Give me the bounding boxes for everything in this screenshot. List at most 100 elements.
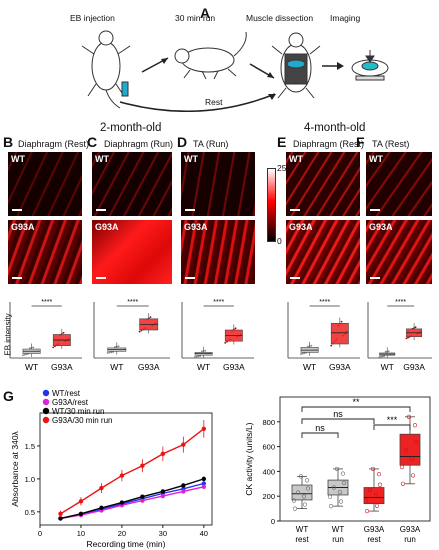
data-point xyxy=(291,498,297,503)
data-point xyxy=(310,344,313,347)
data-point xyxy=(414,326,417,329)
imaging-dish-icon xyxy=(351,50,389,81)
category-label: WT xyxy=(296,525,309,534)
data-point xyxy=(22,354,24,357)
x-tick-label: 10 xyxy=(77,529,85,538)
data-point xyxy=(381,355,384,358)
comparison-label: *** xyxy=(387,415,398,425)
micrograph-b-wt: WT xyxy=(8,152,82,216)
comparison-1: ns xyxy=(301,409,375,424)
category-sublabel: rest xyxy=(367,535,381,544)
category-label: G93A xyxy=(364,525,385,534)
micrograph-b-g93a: G93A xyxy=(8,220,82,284)
x-axis-label: Recording time (min) xyxy=(87,539,166,549)
data-point xyxy=(201,476,207,482)
panel-label-b: B xyxy=(3,134,14,150)
data-point xyxy=(99,505,104,511)
data-point xyxy=(331,485,337,490)
data-point xyxy=(181,489,186,494)
data-point xyxy=(305,486,311,491)
data-point xyxy=(399,464,405,470)
mouse-injection-icon xyxy=(81,30,131,109)
category-label: WT xyxy=(303,362,316,372)
significance-label: **** xyxy=(127,299,138,306)
category-label: G93A xyxy=(329,362,351,372)
data-point xyxy=(403,448,409,453)
boxplot-d: **** WT G93A xyxy=(181,299,254,372)
data-point xyxy=(380,355,382,358)
category-label: WT xyxy=(197,362,210,372)
data-point xyxy=(108,351,111,354)
data-point xyxy=(32,346,35,349)
category-label: WT xyxy=(332,525,345,534)
mouse-dissection-icon xyxy=(271,32,321,99)
data-point xyxy=(140,463,145,468)
data-point xyxy=(410,473,416,478)
data-point xyxy=(302,502,308,507)
colorbar-max-label: 255 xyxy=(277,163,292,173)
panel-title-e: Diaphragm (Rest) xyxy=(293,139,365,149)
legend-marker xyxy=(42,389,50,397)
data-point xyxy=(383,355,386,358)
rest-arrow-label: Rest xyxy=(205,97,223,107)
x-tick-label: 0 xyxy=(38,529,42,538)
y-tick-label: 600 xyxy=(262,443,275,452)
series-line xyxy=(60,478,205,520)
series-line xyxy=(60,482,204,520)
micrograph-c-g93a: G93A xyxy=(92,220,172,284)
data-point xyxy=(384,350,387,353)
series-g93a-30-min-run: G93A/30 min run xyxy=(42,416,207,518)
data-point xyxy=(160,489,166,494)
x-tick-label: 20 xyxy=(118,529,126,538)
data-point xyxy=(117,345,120,348)
data-point xyxy=(373,493,379,498)
data-point xyxy=(62,331,65,334)
data-point xyxy=(25,353,28,356)
data-point xyxy=(58,516,63,521)
box xyxy=(330,322,349,345)
data-point xyxy=(301,494,307,499)
micrograph-e-g93a: G93A xyxy=(286,220,360,284)
data-point xyxy=(201,426,207,432)
panel-label-g: G xyxy=(3,388,14,404)
legend-label: G93A/rest xyxy=(52,398,89,407)
panel-label-d: D xyxy=(177,134,188,150)
y-tick-label: 1.5 xyxy=(25,442,35,451)
y-axis-label: CK activity (units/L) xyxy=(244,422,254,495)
micrograph-e-wt: WT xyxy=(286,152,360,216)
y-tick-label: 400 xyxy=(262,467,275,476)
data-point xyxy=(106,352,109,354)
data-point xyxy=(334,466,340,472)
data-point xyxy=(195,355,198,358)
data-point xyxy=(99,485,104,491)
data-point xyxy=(328,504,334,509)
data-point xyxy=(201,481,207,486)
category-label: G93A xyxy=(403,362,425,372)
data-point xyxy=(376,472,382,477)
category-label: WT xyxy=(25,362,38,372)
data-point xyxy=(194,355,196,358)
comparison-label: ns xyxy=(315,423,325,433)
data-point xyxy=(330,344,333,347)
micrograph-f-wt: WT xyxy=(366,152,432,216)
data-point xyxy=(52,346,55,349)
data-point xyxy=(149,316,152,319)
panel-title-b: Diaphragm (Rest) xyxy=(18,139,90,149)
data-point xyxy=(363,498,369,503)
category-sublabel: run xyxy=(332,535,344,544)
y-tick-label: 0 xyxy=(271,517,275,526)
x-tick-label: 30 xyxy=(159,529,167,538)
data-point xyxy=(378,355,381,358)
micrograph-d-wt: WT xyxy=(181,152,255,216)
step-label-run: 30 min run xyxy=(175,13,216,23)
data-point xyxy=(341,480,347,485)
data-point xyxy=(119,500,125,505)
step-label-dissection: Muscle dissection xyxy=(246,13,314,23)
colorbar xyxy=(267,168,276,242)
legend-marker xyxy=(42,416,50,424)
panel-label-a: A xyxy=(200,5,211,21)
